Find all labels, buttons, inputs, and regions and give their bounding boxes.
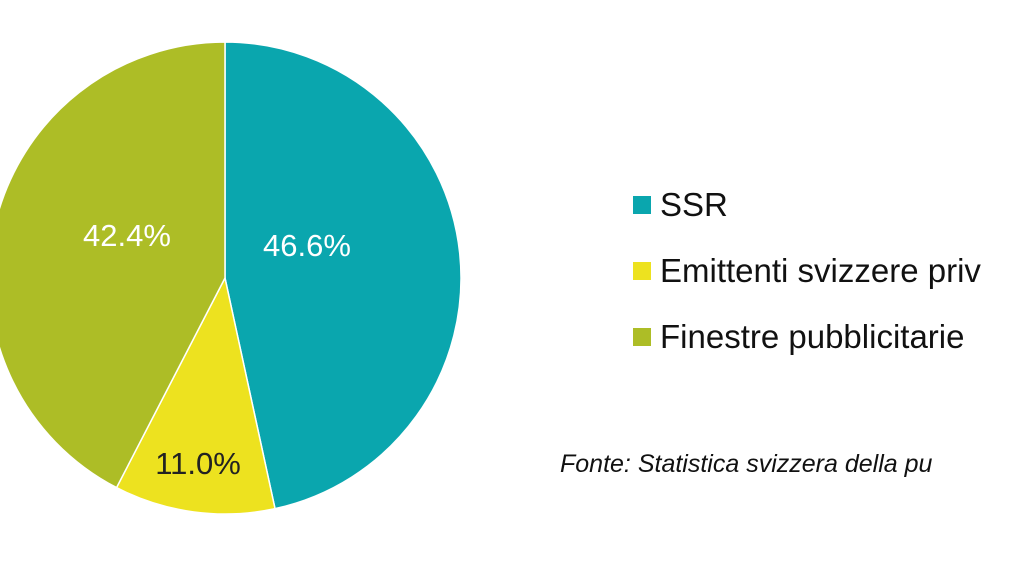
legend-swatch	[633, 196, 651, 214]
pie-slice	[0, 41, 226, 489]
legend-swatch	[633, 262, 651, 280]
legend-label: Emittenti svizzere priv	[660, 252, 981, 289]
legend-item-ssr: SSR	[633, 186, 728, 224]
pie-slice	[224, 41, 462, 510]
data-label: 11.0%	[155, 446, 241, 481]
pie-slice	[115, 275, 276, 515]
legend-label: Finestre pubblicitarie	[660, 318, 965, 355]
legend-item-finestre: Finestre pubblicitarie	[633, 318, 964, 356]
legend-swatch	[633, 328, 651, 346]
data-label: 42.4%	[83, 218, 171, 253]
source-note: Fonte: Statistica svizzera della pu	[560, 450, 933, 478]
legend-label: SSR	[660, 186, 728, 223]
data-label: 46.6%	[263, 228, 351, 263]
legend-item-emittenti: Emittenti svizzere priv	[633, 252, 981, 290]
